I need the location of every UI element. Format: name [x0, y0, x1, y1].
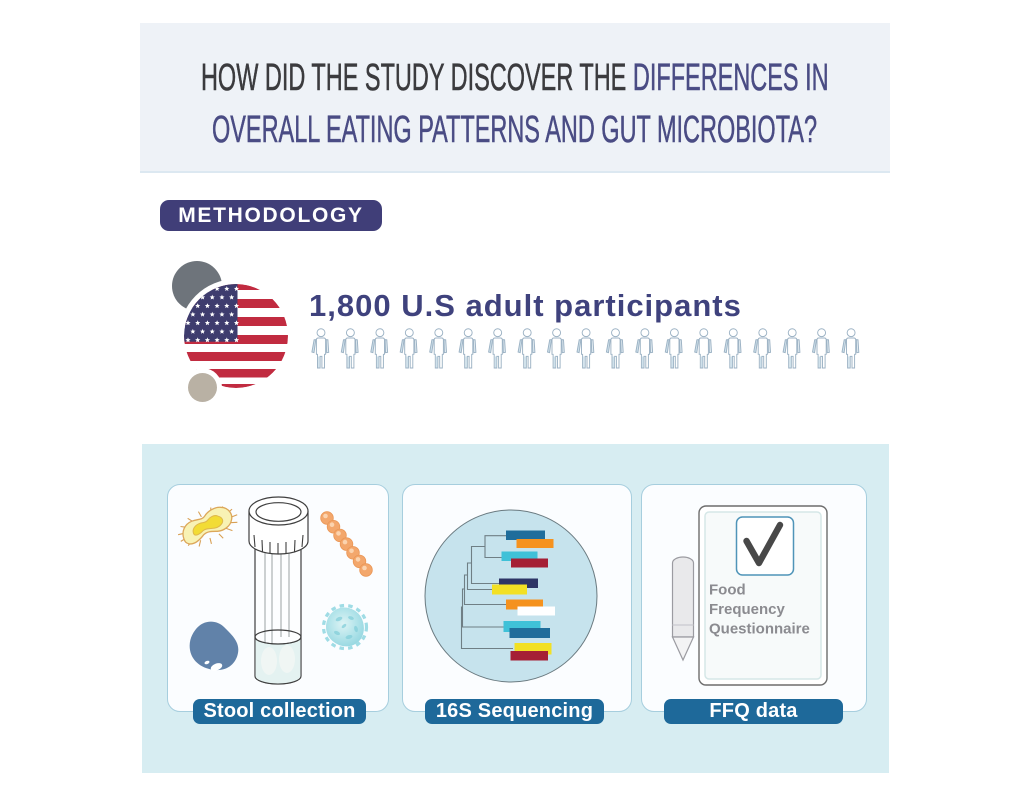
svg-text:Food: Food	[709, 582, 746, 599]
svg-text:Frequency: Frequency	[709, 601, 786, 618]
svg-text:Questionnaire: Questionnaire	[709, 621, 810, 638]
